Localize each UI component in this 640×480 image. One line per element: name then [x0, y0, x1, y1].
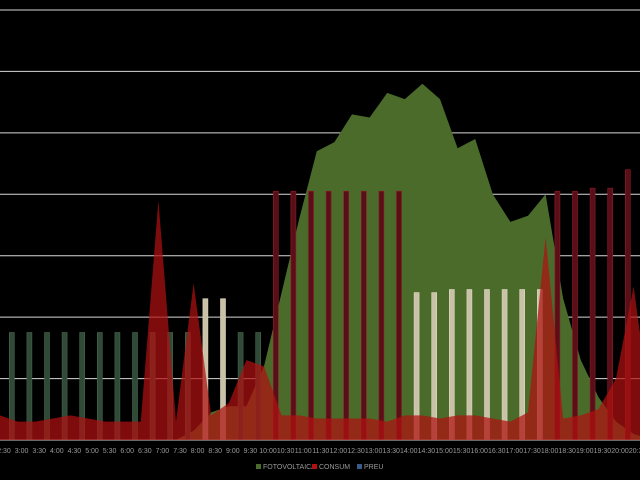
legend-label-preu: PREU	[364, 464, 383, 471]
x-tick-label: 7:00	[156, 448, 170, 455]
x-tick-label: 6:00	[120, 448, 134, 455]
price-bar	[325, 190, 332, 441]
area-consum	[0, 200, 640, 440]
price-bar	[290, 190, 297, 441]
x-tick-label: 13:00	[365, 448, 383, 455]
x-tick-label: 6:30	[138, 448, 152, 455]
x-tick-label: 8:30	[208, 448, 222, 455]
x-tick-label: 15:30	[453, 448, 471, 455]
x-tick-label: 8:00	[191, 448, 205, 455]
x-tick-label: 10:30	[277, 448, 295, 455]
x-tick-label: 3:00	[15, 448, 29, 455]
x-tick-label: 17:00	[506, 448, 524, 455]
area-series	[0, 83, 640, 440]
x-tick-label: 15:00	[435, 448, 453, 455]
price-bar	[572, 190, 578, 441]
price-bar	[360, 190, 367, 441]
area-fotovoltaica	[0, 83, 640, 440]
x-tick-label: 11:00	[295, 448, 312, 455]
x-tick-label: 17:30	[523, 448, 541, 455]
x-tick-label: 11:30	[312, 448, 329, 455]
legend-label-consum: CONSUM	[319, 464, 350, 471]
x-tick-label: 19:30	[594, 448, 612, 455]
x-tick-label: 20:00	[611, 448, 629, 455]
legend-swatch-fotovoltaica	[256, 464, 261, 469]
x-tick-label: 18:30	[558, 448, 576, 455]
x-tick-label: 16:00	[470, 448, 488, 455]
price-bar	[343, 190, 350, 441]
x-tick-label: 16:30	[488, 448, 506, 455]
x-tick-label: 2:30	[0, 448, 11, 455]
x-tick-label: 3:30	[32, 448, 46, 455]
x-tick-label: 12:00	[330, 448, 348, 455]
x-tick-label: 10:00	[259, 448, 277, 455]
legend-swatch-consum	[312, 464, 317, 469]
x-tick-label: 4:00	[50, 448, 64, 455]
x-tick-label: 20:30	[629, 448, 640, 455]
x-tick-label: 14:30	[418, 448, 436, 455]
price-bar	[501, 289, 508, 441]
x-tick-label: 5:00	[85, 448, 99, 455]
legend-label-fotovoltaica: FOTOVOLTAICA	[263, 464, 316, 471]
x-tick-label: 18:00	[541, 448, 559, 455]
price-bar	[396, 190, 402, 441]
x-tick-label: 9:30	[244, 448, 258, 455]
legend-swatch-preu	[357, 464, 362, 469]
price-bar	[308, 190, 314, 441]
x-tick-label: 9:00	[226, 448, 240, 455]
x-tick-label: 14:00	[400, 448, 418, 455]
price-bar	[589, 187, 596, 441]
x-tick-label: 7:30	[173, 448, 187, 455]
x-tick-label: 19:00	[576, 448, 594, 455]
x-tick-label: 13:30	[382, 448, 400, 455]
x-tick-label: 5:30	[103, 448, 117, 455]
x-tick-labels: 2:30 3:003:30 4:00 4:305:00 5:306:00 6:30 7:00…	[0, 448, 640, 455]
price-bar	[378, 190, 385, 441]
legend: FOTOVOLTAICA CONSUM PREU	[256, 464, 383, 471]
x-tick-label: 12:30	[347, 448, 365, 455]
x-tick-label: 4:30	[68, 448, 82, 455]
